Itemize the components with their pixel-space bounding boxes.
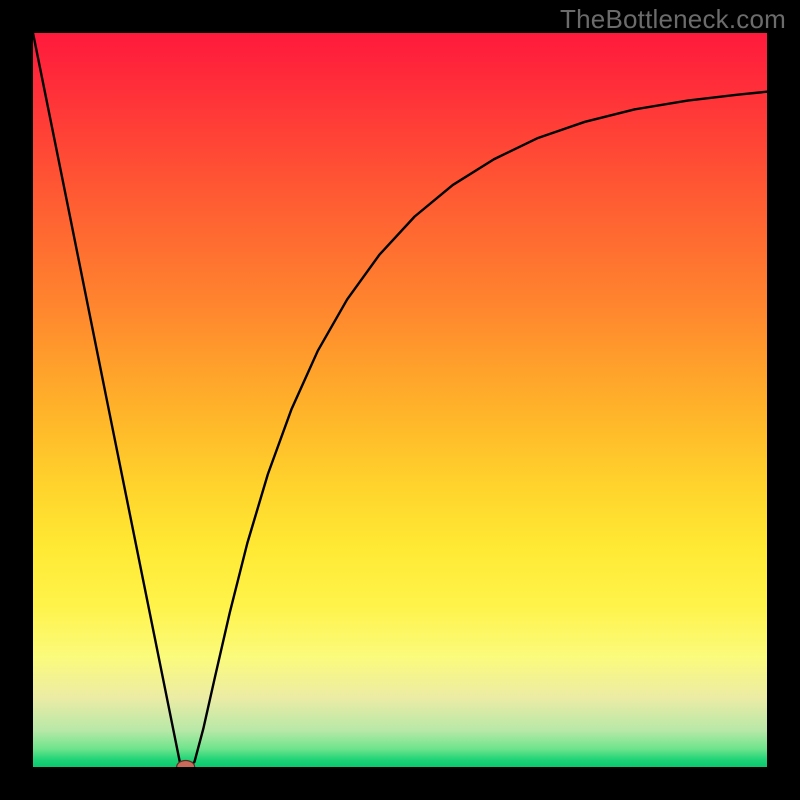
watermark-text: TheBottleneck.com <box>560 4 786 35</box>
chart-svg <box>33 33 767 767</box>
plot-area <box>33 33 767 767</box>
chart-background <box>33 33 767 767</box>
chart-frame: TheBottleneck.com <box>0 0 800 800</box>
